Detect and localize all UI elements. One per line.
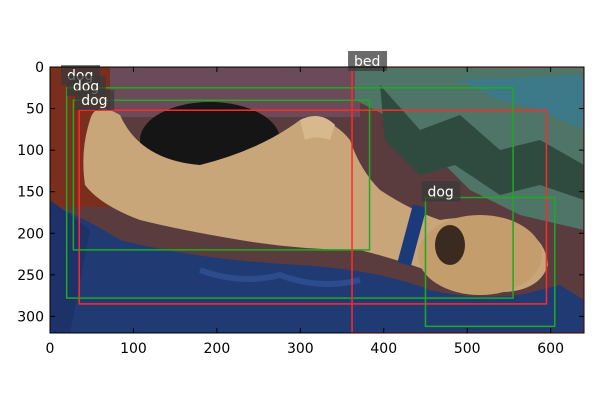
bbox-dog-4 bbox=[424, 196, 556, 328]
y-tick-label: 150 bbox=[17, 185, 44, 201]
x-tick-label: 300 bbox=[287, 341, 314, 357]
x-tick-label: 400 bbox=[370, 341, 397, 357]
x-tick-label: 0 bbox=[46, 341, 55, 357]
detection-label-bg bbox=[75, 90, 115, 111]
y-tick-label: 50 bbox=[26, 102, 44, 118]
detection-label-text: dog bbox=[81, 93, 107, 109]
bbox-dog-0 bbox=[78, 109, 548, 305]
detection-label-text: dog bbox=[427, 185, 453, 201]
axes-frame bbox=[49, 66, 585, 334]
x-tick-label: 600 bbox=[537, 341, 564, 357]
x-tick-label: 100 bbox=[120, 341, 147, 357]
bbox-dog-1 bbox=[65, 87, 514, 299]
y-tick-label: 0 bbox=[35, 60, 44, 76]
y-tick-label: 200 bbox=[17, 226, 44, 242]
bbox-dog-2 bbox=[72, 99, 371, 251]
detection-label-3: bed bbox=[348, 51, 388, 71]
y-tick-label: 250 bbox=[17, 268, 44, 284]
x-tick-label: 200 bbox=[204, 341, 231, 357]
y-tick-label: 300 bbox=[17, 309, 44, 325]
detection-label-bg bbox=[421, 181, 461, 202]
x-tick-label: 500 bbox=[454, 341, 481, 357]
bbox-bed-3 bbox=[351, 67, 584, 333]
dog-on-bed-photo bbox=[50, 67, 584, 333]
detection-label-4: dog bbox=[421, 181, 461, 202]
detection-label-2: dog bbox=[75, 90, 115, 111]
y-tick-label: 100 bbox=[17, 143, 44, 159]
detection-label-bg bbox=[348, 51, 388, 71]
detection-label-text: bed bbox=[354, 54, 380, 70]
